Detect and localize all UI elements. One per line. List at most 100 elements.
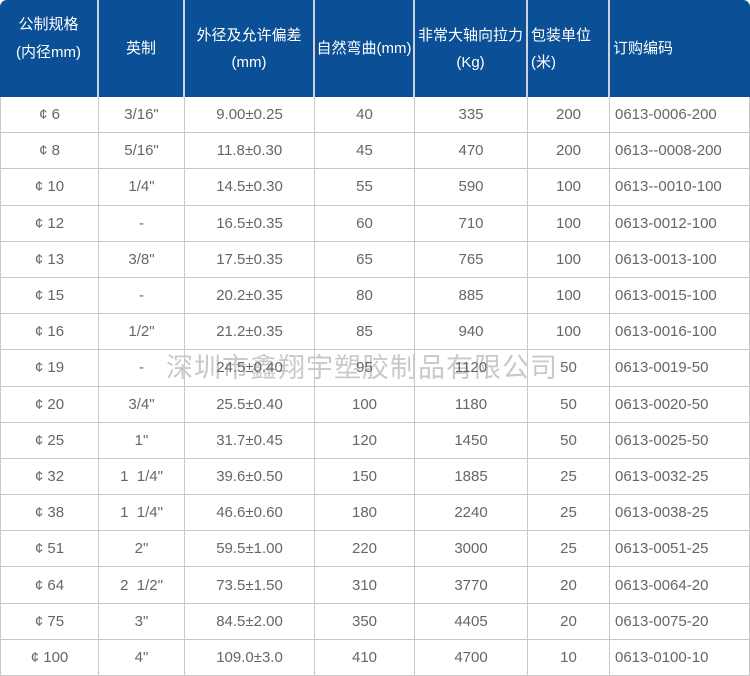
table-row: ¢ 32 1 1/4" 39.6±0.50 150 1885 25 0613-0032-25 bbox=[0, 458, 750, 496]
cell-packing_unit: 25 bbox=[528, 531, 610, 568]
cell-imperial: 1/4" bbox=[99, 169, 185, 206]
table-row: ¢ 19-24.5±0.40 95 1120 50 0613-0019-50 bbox=[0, 350, 750, 387]
cell-axial_tension: 4405 bbox=[415, 603, 528, 640]
cell-natural_bend: 65 bbox=[315, 241, 415, 278]
cell-order_code: 0613-0051-25 bbox=[610, 531, 750, 568]
table-row: ¢ 6 3/16" 9.00±0.25 40 335 200 0613-0006-200 bbox=[0, 97, 750, 134]
cell-outer_diameter: 109.0±3.0 bbox=[185, 639, 315, 676]
cell-axial_tension: 3000 bbox=[415, 531, 528, 568]
cell-imperial: - bbox=[99, 277, 185, 315]
header-label: (mm) bbox=[231, 53, 267, 71]
cell-packing_unit: 200 bbox=[528, 133, 610, 170]
cell-natural_bend: 55 bbox=[315, 169, 415, 206]
cell-axial_tension: 940 bbox=[415, 314, 528, 351]
header-label: 英制 bbox=[125, 40, 156, 57]
cell-metric: ¢ 15 bbox=[0, 277, 99, 315]
cell-outer_diameter: 17.5±0.35 bbox=[185, 241, 315, 278]
cell-order_code: 0613-0013-100 bbox=[610, 241, 750, 278]
cell-natural_bend: 410 bbox=[315, 639, 415, 676]
cell-axial_tension: 470 bbox=[415, 133, 528, 170]
header-label: 公制规格 bbox=[18, 16, 79, 33]
table-row: ¢ 15-20.2±0.35 80 885 100 0613-0015-100 bbox=[0, 277, 750, 315]
cell-outer_diameter: 20.2±0.35 bbox=[185, 277, 315, 315]
header-label: 非常大轴向拉力 bbox=[417, 26, 523, 44]
cell-natural_bend: 220 bbox=[315, 531, 415, 568]
cell-axial_tension: 1885 bbox=[415, 458, 528, 496]
table-row: ¢ 64 2 1/2" 73.5±1.50 310 3770 20 0613-0064-20 bbox=[0, 567, 750, 604]
cell-order_code: 0613-0020-50 bbox=[610, 386, 750, 423]
cell-metric: ¢ 38 bbox=[0, 495, 99, 532]
cell-imperial: 4" bbox=[99, 639, 185, 676]
cell-metric: ¢ 100 bbox=[0, 639, 99, 676]
cell-axial_tension: 1120 bbox=[415, 350, 528, 387]
cell-imperial: 1 1/4" bbox=[99, 458, 185, 496]
header-cell-imperial: 英制 bbox=[99, 0, 185, 97]
table-row: ¢ 75 3" 84.5±2.00 350 4405 20 0613-0075-20 bbox=[0, 603, 750, 640]
cell-order_code: 0613--0008-200 bbox=[610, 133, 750, 170]
table-row: ¢ 20 3/4" 25.5±0.40 100 1180 50 0613-0020-50 bbox=[0, 386, 750, 423]
cell-metric: ¢ 13 bbox=[0, 241, 99, 278]
cell-metric: ¢ 51 bbox=[0, 531, 99, 568]
cell-outer_diameter: 9.00±0.25 bbox=[185, 97, 315, 134]
cell-outer_diameter: 73.5±1.50 bbox=[185, 567, 315, 604]
cell-outer_diameter: 46.6±0.60 bbox=[185, 495, 315, 532]
cell-order_code: 0613-0100-10 bbox=[610, 639, 750, 676]
cell-natural_bend: 85 bbox=[315, 314, 415, 351]
cell-packing_unit: 100 bbox=[528, 241, 610, 278]
cell-axial_tension: 710 bbox=[415, 205, 528, 242]
cell-imperial: 3/4" bbox=[99, 386, 185, 423]
cell-imperial: 1 1/4" bbox=[99, 495, 185, 532]
cell-axial_tension: 4700 bbox=[415, 639, 528, 676]
cell-packing_unit: 50 bbox=[528, 422, 610, 459]
cell-order_code: 0613-0006-200 bbox=[610, 97, 750, 134]
table-row: ¢ 12-16.5±0.35 60 710 100 0613-0012-100 bbox=[0, 205, 750, 242]
cell-imperial: 1" bbox=[99, 422, 185, 459]
cell-order_code: 0613-0038-25 bbox=[610, 495, 750, 532]
cell-imperial: 3/16" bbox=[99, 97, 185, 134]
cell-natural_bend: 80 bbox=[315, 277, 415, 315]
cell-imperial: - bbox=[99, 205, 185, 242]
cell-natural_bend: 95 bbox=[315, 350, 415, 387]
cell-imperial: 3" bbox=[99, 603, 185, 640]
cell-outer_diameter: 84.5±2.00 bbox=[185, 603, 315, 640]
cell-natural_bend: 45 bbox=[315, 133, 415, 170]
header-label: (内径mm) bbox=[16, 44, 81, 61]
table-row: ¢ 8 5/16" 11.8±0.30 45 470 200 0613--0008-200 bbox=[0, 133, 750, 170]
table-body: ¢ 6 3/16" 9.00±0.25 40 335 200 0613-0006-200 ¢ … bbox=[0, 97, 750, 676]
header-cell-axial_tension: 非常大轴向拉力 (Kg) bbox=[415, 0, 528, 97]
cell-packing_unit: 50 bbox=[528, 350, 610, 387]
cell-outer_diameter: 59.5±1.00 bbox=[185, 531, 315, 568]
cell-axial_tension: 765 bbox=[415, 241, 528, 278]
cell-order_code: 0613-0032-25 bbox=[610, 458, 750, 496]
cell-metric: ¢ 19 bbox=[0, 350, 99, 387]
table-row: ¢ 25 1" 31.7±0.45 120 1450 50 0613-0025-50 bbox=[0, 422, 750, 459]
header-cell-order_code: 订购编码 bbox=[610, 0, 750, 97]
table-row: ¢ 100 4" 109.0±3.0 410 4700 10 0613-0100-10 bbox=[0, 639, 750, 676]
cell-imperial: 2 1/2" bbox=[99, 567, 185, 604]
header-cell-natural_bend: 自然弯曲(mm) bbox=[315, 0, 415, 97]
cell-packing_unit: 20 bbox=[528, 567, 610, 604]
cell-natural_bend: 60 bbox=[315, 205, 415, 242]
cell-imperial: 3/8" bbox=[99, 241, 185, 278]
cell-axial_tension: 1450 bbox=[415, 422, 528, 459]
header-label: 订购编码 bbox=[613, 40, 674, 57]
cell-order_code: 0613-0025-50 bbox=[610, 422, 750, 459]
cell-outer_diameter: 31.7±0.45 bbox=[185, 422, 315, 459]
cell-packing_unit: 20 bbox=[528, 603, 610, 640]
cell-packing_unit: 25 bbox=[528, 495, 610, 532]
cell-order_code: 0613-0064-20 bbox=[610, 567, 750, 604]
cell-metric: ¢ 8 bbox=[0, 133, 99, 170]
cell-axial_tension: 2240 bbox=[415, 495, 528, 532]
cell-order_code: 0613-0015-100 bbox=[610, 277, 750, 315]
cell-metric: ¢ 25 bbox=[0, 422, 99, 459]
cell-metric: ¢ 16 bbox=[0, 314, 99, 351]
cell-packing_unit: 50 bbox=[528, 386, 610, 423]
cell-metric: ¢ 75 bbox=[0, 603, 99, 640]
cell-packing_unit: 100 bbox=[528, 314, 610, 351]
cell-natural_bend: 310 bbox=[315, 567, 415, 604]
table-row: ¢ 16 1/2" 21.2±0.35 85 940 100 0613-0016-100 bbox=[0, 314, 750, 351]
cell-outer_diameter: 11.8±0.30 bbox=[185, 133, 315, 170]
cell-natural_bend: 120 bbox=[315, 422, 415, 459]
